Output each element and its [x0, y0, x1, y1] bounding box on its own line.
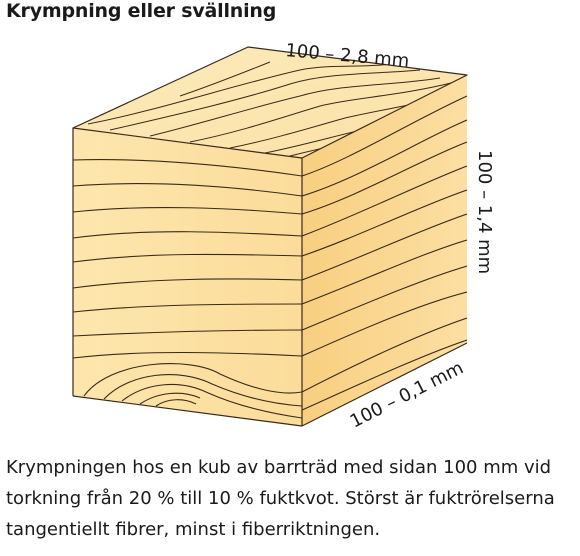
caption-line: tangentiellt fibrer, minst i fiberriktni… — [6, 519, 381, 540]
caption-line: Krympningen hos en kub av barrträd med s… — [6, 457, 552, 478]
wood-cube-diagram: 100 – 2,8 mm 100 – 1,4 mm 100 – 0,1 mm — [72, 40, 495, 432]
figure-title: Krympning eller svällning — [6, 0, 277, 22]
caption-line: torkning från 20 % till 10 % fuktkvot. S… — [6, 488, 555, 509]
cube-outline — [72, 46, 468, 427]
side-grain-lines — [302, 95, 467, 411]
figure-caption: Krympningen hos en kub av barrträd med s… — [6, 452, 576, 545]
right-edge-label: 100 – 1,4 mm — [474, 150, 495, 274]
cube-front-face — [73, 128, 302, 426]
front-grain-lines — [73, 159, 302, 419]
